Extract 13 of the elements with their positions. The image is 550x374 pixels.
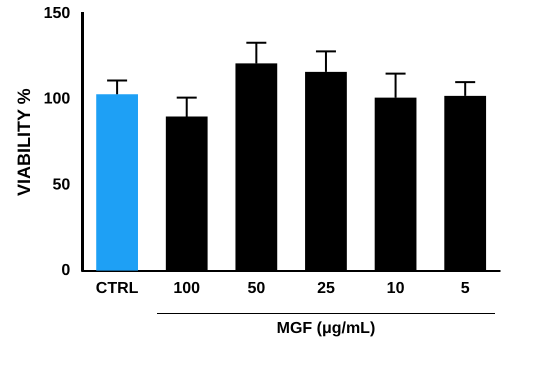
y-tick-label: 150 [44,5,70,22]
y-axis-title: VIABILITY % [14,88,34,196]
x-tick-label: 5 [460,280,470,297]
x-tick-label: 25 [317,280,335,297]
x-tick-label: CTRL [96,280,139,297]
y-tick-label: 50 [52,176,70,194]
x-tick-label: 100 [173,280,200,297]
bar [96,94,138,271]
text: MGF (μg/mL) [276,320,376,338]
y-tick-label: 100 [44,90,70,108]
x-tick-label: 50 [247,280,266,297]
x-tick-label: 10 [386,280,405,297]
y-tick-label: 0 [61,262,70,280]
